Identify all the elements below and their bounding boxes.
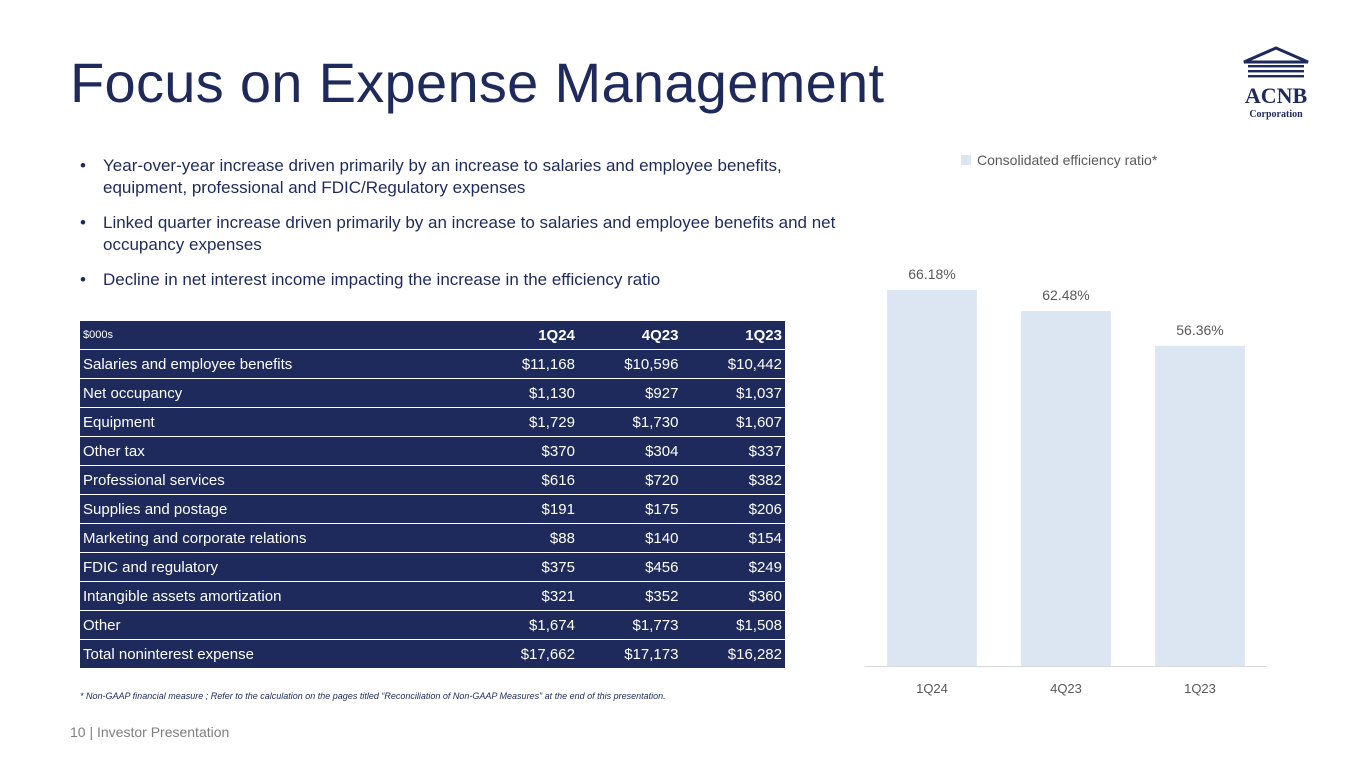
cell-1q24: $1,729	[474, 407, 578, 437]
row-label: FDIC and regulatory	[80, 552, 475, 582]
cell-4q23: $720	[577, 465, 682, 495]
cell-4q23: $175	[577, 494, 682, 524]
cell-1q24: $1,674	[474, 610, 578, 640]
data-label: 66.18%	[908, 266, 955, 282]
efficiency-ratio-chart: Consolidated efficiency ratio* 66.18% 1Q24…	[865, 152, 1267, 696]
bullet-item: • Linked quarter increase driven primaril…	[80, 212, 850, 256]
table-row: Net occupancy $1,130 $927 $1,037	[80, 378, 785, 408]
bullet-icon: •	[80, 270, 86, 289]
cell-1q23: $382	[681, 465, 785, 495]
legend-swatch	[961, 155, 971, 165]
cell-4q23: $140	[577, 523, 682, 553]
cell-1q23: $1,508	[681, 610, 785, 640]
data-label: 56.36%	[1176, 322, 1223, 338]
cell-1q24: $17,662	[520, 645, 575, 663]
cell-1q23: $154	[681, 523, 785, 553]
table-row: Supplies and postage $191 $175 $206	[80, 494, 785, 524]
column-header-1q23: 1Q23	[681, 321, 785, 350]
row-label: Equipment	[80, 407, 475, 437]
row-label: Other	[80, 610, 475, 640]
table-row: FDIC and regulatory $375 $456 $249	[80, 552, 785, 582]
row-label: Supplies and postage	[80, 494, 475, 524]
footer-label: Investor Presentation	[97, 724, 230, 740]
cell-4q23: $927	[577, 378, 682, 408]
cell-4q23: $352	[577, 581, 682, 611]
cell-1q24: $88	[474, 523, 578, 553]
x-tick-label: 1Q23	[1184, 681, 1216, 696]
cell-1q23: $360	[681, 581, 785, 611]
cell-1q24: $321	[474, 581, 578, 611]
cell-4q23: $456	[577, 552, 682, 582]
cell-1q24: $616	[474, 465, 578, 495]
table-row: Other $1,674 $1,773 $1,508	[80, 610, 785, 640]
cell-4q23: $10,596	[577, 349, 682, 379]
data-label: 62.48%	[1042, 287, 1089, 303]
bar-1q24	[887, 290, 977, 666]
page-number: 10	[70, 724, 86, 740]
column-header-units: $000s	[80, 321, 475, 350]
page-title: Focus on Expense Management	[70, 51, 885, 114]
footnote: * Non-GAAP financial measure ; Refer to …	[80, 691, 666, 701]
acnb-logo: ACNB Corporation	[1243, 46, 1309, 120]
cell-4q23: $304	[577, 436, 682, 466]
cell-1q23: $16,282	[727, 645, 782, 663]
cell-4q23: $1,773	[577, 610, 682, 640]
cell-1q24: $1,130	[474, 378, 578, 408]
cell-1q23: $337	[681, 436, 785, 466]
row-label: Salaries and employee benefits	[80, 349, 475, 379]
cell-1q24: $191	[474, 494, 578, 524]
column-header-4q23: 4Q23	[577, 321, 682, 350]
logo-roof-icon	[1243, 46, 1309, 64]
cell-1q23: $1,607	[681, 407, 785, 437]
row-label: Marketing and corporate relations	[80, 523, 475, 553]
row-label: Intangible assets amortization	[80, 581, 475, 611]
table-row: Intangible assets amortization $321 $352 $3…	[80, 581, 785, 611]
bullet-list: • Year-over-year increase driven primaril…	[80, 155, 850, 304]
bullet-text: Linked quarter increase driven primarily…	[103, 213, 836, 254]
cell-1q23: $10,442	[681, 349, 785, 379]
table-row: Marketing and corporate relations $88 $140…	[80, 523, 785, 553]
table-row: Equipment $1,729 $1,730 $1,607	[80, 407, 785, 437]
table-row: Salaries and employee benefits $11,168 $10…	[80, 349, 785, 379]
cell-1q23: $249	[681, 552, 785, 582]
x-tick-label: 1Q24	[916, 681, 948, 696]
x-tick-label: 4Q23	[1050, 681, 1082, 696]
bullet-item: • Year-over-year increase driven primaril…	[80, 155, 850, 199]
bar-4q23	[1021, 311, 1111, 666]
row-label: Total noninterest expense	[83, 645, 254, 663]
expense-table: $000s 1Q24 4Q23 1Q23 Salaries and employ…	[80, 321, 785, 668]
logo-name: ACNB	[1245, 83, 1308, 108]
row-label: Other tax	[80, 436, 475, 466]
bullet-item: • Decline in net interest income impactin…	[80, 269, 850, 291]
logo-subtitle: Corporation	[1249, 109, 1303, 120]
row-label: Professional services	[80, 465, 475, 495]
table-total-row: Total noninterest expense $17,662 $17,173 $…	[80, 640, 785, 669]
bullet-text: Year-over-year increase driven primarily…	[103, 156, 782, 197]
cell-1q24: $375	[474, 552, 578, 582]
page-footer: 10 | Investor Presentation	[70, 724, 229, 740]
table-header-row: $000s 1Q24 4Q23 1Q23	[80, 321, 785, 350]
cell-4q23: $1,730	[577, 407, 682, 437]
footer-separator: |	[89, 724, 94, 740]
cell-1q24: $370	[474, 436, 578, 466]
row-label: Net occupancy	[80, 378, 475, 408]
cell-4q23: $17,173	[624, 645, 679, 663]
column-header-1q24: 1Q24	[474, 321, 578, 350]
legend-label: Consolidated efficiency ratio*	[977, 152, 1158, 168]
bar-1q23	[1155, 345, 1245, 666]
table-row: Other tax $370 $304 $337	[80, 436, 785, 466]
bullet-icon: •	[80, 213, 86, 232]
table-row: Professional services $616 $720 $382	[80, 465, 785, 495]
bullet-icon: •	[80, 156, 86, 175]
cell-1q23: $206	[681, 494, 785, 524]
cell-1q23: $1,037	[681, 378, 785, 408]
bullet-text: Decline in net interest income impacting…	[103, 270, 661, 289]
cell-1q24: $11,168	[474, 349, 578, 379]
